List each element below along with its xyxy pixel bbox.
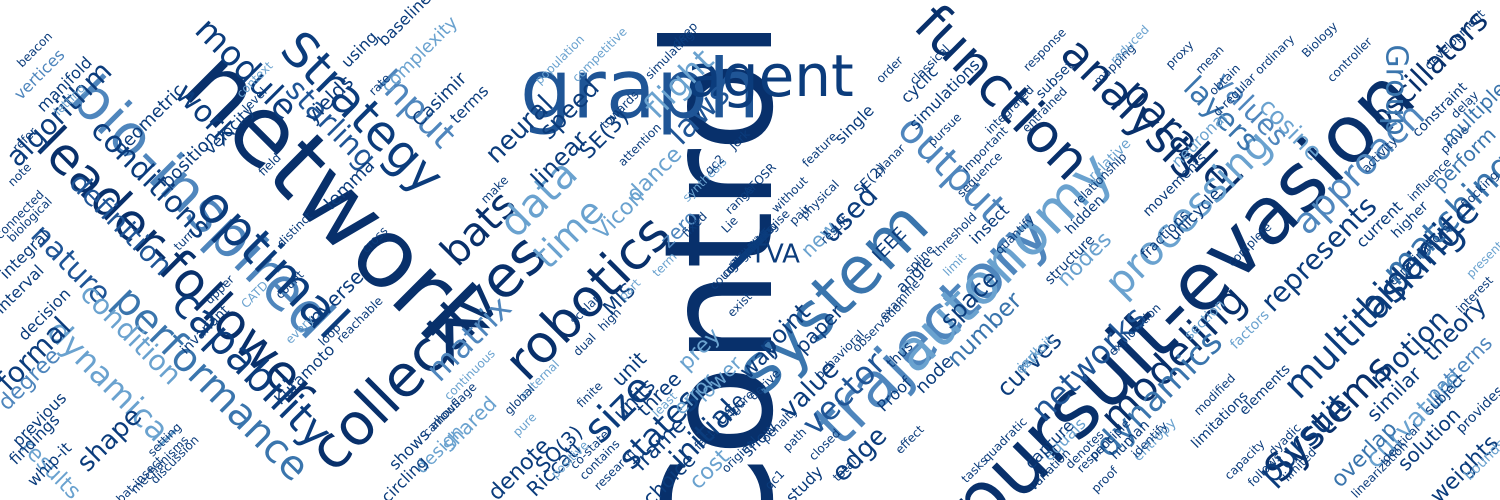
word-control: Control [633, 19, 807, 500]
word-effect: effect [893, 422, 927, 456]
word-graph: graph [520, 42, 760, 137]
word-tva: TVA [749, 240, 800, 270]
word-using: using [337, 27, 381, 71]
word-global: global [502, 382, 538, 418]
word-ordinary: ordinary [1252, 32, 1297, 77]
word-proxy: proxy [1163, 38, 1197, 72]
word-elements: elements [1236, 361, 1293, 418]
word-reduced: reduced [1107, 22, 1151, 66]
word-group: Group [1379, 44, 1414, 135]
word-present: present [1464, 238, 1500, 280]
word-biology: Biology [1299, 19, 1340, 60]
word-agent: agent [686, 42, 854, 110]
word-order: order [873, 53, 906, 86]
word-planar: planar [871, 141, 908, 178]
word-shape: shape [71, 401, 148, 478]
word-proof: proof [1089, 463, 1122, 496]
